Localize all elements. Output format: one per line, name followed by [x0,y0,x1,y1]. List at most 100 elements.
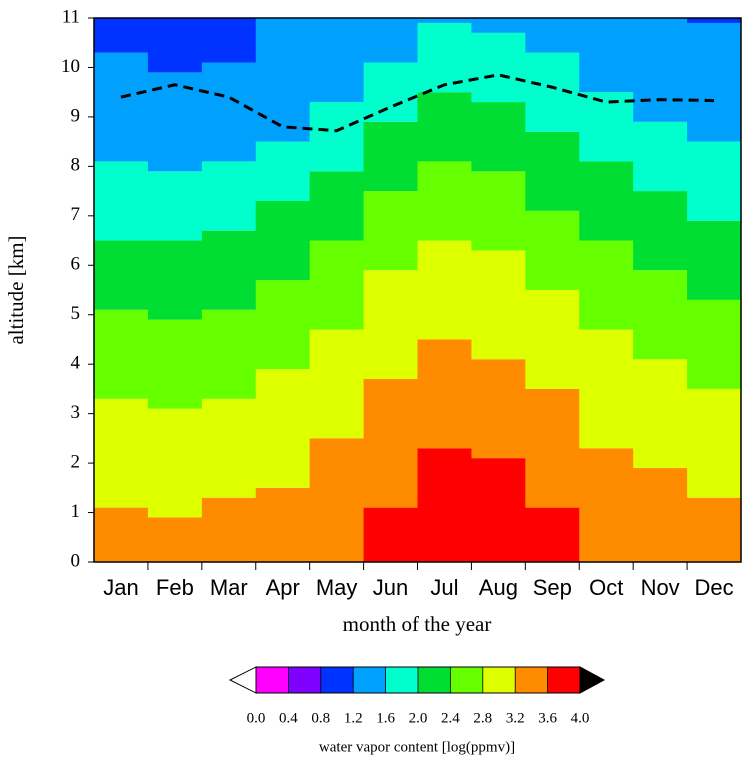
contour-cell [471,458,526,562]
x-tick-label: Nov [641,575,680,600]
contour-cell [147,171,203,241]
contour-cell [687,141,742,221]
colorbar-tick-label: 2.4 [441,710,460,726]
contour-cell [94,398,149,508]
contour-cell [633,359,688,469]
contour-cell [417,18,472,23]
x-tick-label: Mar [210,575,248,600]
y-tick-label: 5 [71,303,81,324]
contour-cell [309,329,365,439]
contour-cell [309,102,365,172]
colorbar-swatch [320,667,354,693]
contour-cell [417,240,472,340]
contour-cell [687,299,742,389]
y-tick-label: 6 [71,254,81,275]
contour-cell [633,121,688,192]
contour-cell [579,448,634,562]
contour-cell [94,161,149,241]
contour-cell [94,240,149,310]
contour-cell [147,18,203,73]
x-tick-label: Jul [430,575,458,600]
contour-cell [255,141,311,201]
x-tick-label: May [316,575,358,600]
colorbar-swatch [353,667,386,693]
contour-cell [94,52,149,162]
colorbar-under [228,666,257,694]
contour-cell [201,18,257,63]
contour-cell [579,161,634,241]
contour-cell [471,18,526,33]
contour-cell [471,171,526,251]
contour-cell [579,240,634,330]
y-tick-label: 4 [71,353,81,374]
contour-cell [579,92,634,162]
contour-cell [309,438,365,562]
contour-cell [363,379,418,508]
contour-cell [417,161,472,241]
y-tick-label: 7 [71,204,81,225]
contour-cell [309,171,365,241]
contour-cell [633,468,688,562]
colorbar-tick-label: 3.2 [506,710,525,726]
contour-cell [255,18,311,142]
contour-cell [363,270,418,380]
colorbar-tick-label: 4.0 [571,710,590,726]
colorbar-tick-label: 2.8 [473,710,492,726]
contour-cell [147,517,203,562]
x-tick-label: Aug [479,575,518,600]
colorbar-swatch [547,667,581,693]
contour-cell [363,18,418,63]
colorbar-tick-label: 0.0 [247,710,266,726]
contour-cell [363,191,418,271]
contour-cell [579,18,634,93]
colorbar-over [579,666,606,694]
contour-cell [633,191,688,271]
colorbar-swatch [385,667,419,693]
y-tick-label: 1 [71,501,81,522]
contour-cell [633,18,688,122]
contour-cell [309,240,365,330]
contour-cell [525,210,580,290]
contour-cell [309,18,365,103]
contour-cell [471,102,526,172]
y-tick-label: 11 [62,6,80,27]
contour-cell [417,448,472,562]
contour-cell [687,22,742,142]
contour-cell [255,487,311,562]
colorbar-swatch [450,667,484,693]
contour-cell [201,62,257,162]
colorbar-swatch [418,667,451,693]
y-axis-title: altitude [km] [4,235,28,344]
contour-cell [255,200,311,281]
contour-cell [147,408,203,518]
x-tick-label: Apr [266,575,300,600]
contour-cell [201,497,257,562]
x-tick-label: Jan [103,575,138,600]
contour-cell [579,329,634,449]
contour-cell [94,18,149,53]
contour-cell [255,369,311,488]
contour-cell [525,290,580,389]
contour-cell [471,359,526,459]
x-tick-label: Feb [156,575,194,600]
contour-cell [687,18,742,23]
x-axis-title: month of the year [343,612,492,636]
colorbar-tick-label: 1.6 [376,710,395,726]
colorbar-swatch [482,667,516,693]
contour-cell [201,309,257,399]
contour-cell [201,398,257,498]
contour-cell [147,72,203,172]
colorbar-tick-label: 3.6 [538,710,557,726]
contour-cell [687,497,742,562]
contour-cell [525,131,580,211]
colorbar-title: water vapor content [log(ppmv)] [319,739,515,755]
contour-cell [363,121,418,192]
colorbar-tick-label: 2.0 [409,710,428,726]
contour-cell [201,230,257,310]
contour-cell [687,220,742,300]
y-tick-label: 0 [71,550,81,571]
colorbar-swatch [515,667,548,693]
contour-cell [363,62,418,122]
